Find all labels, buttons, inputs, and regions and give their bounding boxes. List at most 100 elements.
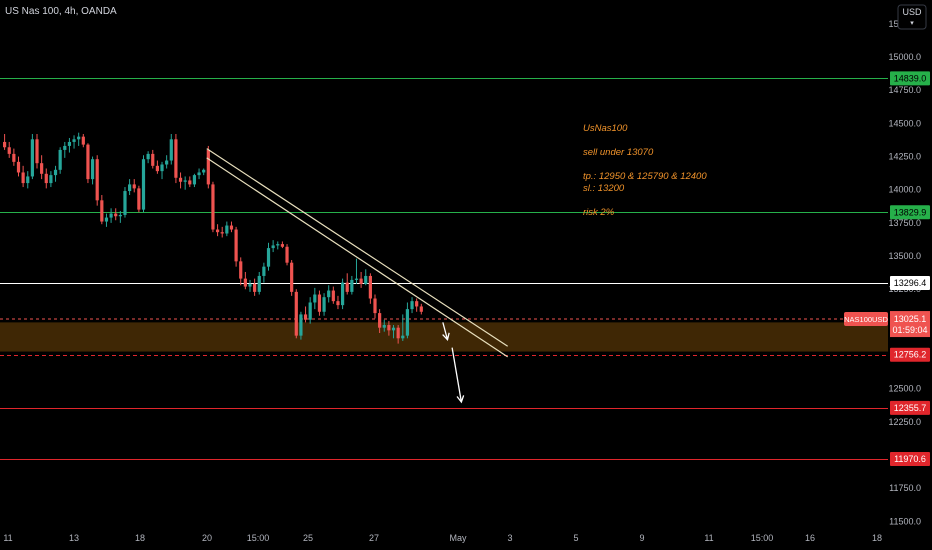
candle-body[interactable] (58, 149, 62, 170)
candle-body[interactable] (202, 169, 206, 173)
candle-body[interactable] (401, 335, 405, 339)
candle-body[interactable] (16, 161, 21, 173)
candle-body[interactable] (391, 327, 396, 331)
candle-body[interactable] (169, 139, 173, 161)
candle-body[interactable] (123, 191, 127, 215)
candle-body[interactable] (137, 188, 141, 210)
candle-body[interactable] (359, 278, 363, 284)
candle-body[interactable] (271, 245, 275, 249)
arrow-shaft[interactable] (442, 322, 449, 340)
candle-body[interactable] (234, 229, 238, 262)
candle-body[interactable] (290, 262, 294, 292)
candle-body[interactable] (165, 160, 169, 165)
candle-body[interactable] (86, 144, 90, 180)
candle-body[interactable] (12, 153, 16, 162)
candle-body[interactable] (415, 301, 419, 307)
candle-body[interactable] (53, 169, 58, 176)
candle-body[interactable] (378, 313, 382, 328)
candle-body[interactable] (419, 306, 423, 312)
candle-body[interactable] (405, 309, 410, 336)
candle-body[interactable] (220, 232, 224, 234)
candle-body[interactable] (183, 180, 187, 182)
candle-body[interactable] (364, 275, 368, 284)
candle-body[interactable] (174, 139, 178, 178)
candle-body[interactable] (368, 275, 372, 299)
candle-body[interactable] (141, 159, 146, 210)
candle-body[interactable] (44, 173, 48, 184)
candle-body[interactable] (160, 164, 164, 172)
candle-body[interactable] (188, 180, 192, 185)
candle-body[interactable] (100, 200, 104, 222)
candle-body[interactable] (410, 301, 414, 310)
candle-body[interactable] (81, 136, 85, 145)
candle-body[interactable] (40, 163, 44, 174)
candle-body[interactable] (317, 294, 322, 312)
candle-body[interactable] (146, 153, 150, 160)
candle-body[interactable] (192, 175, 197, 185)
candle-body[interactable] (266, 248, 271, 267)
candle-body[interactable] (155, 165, 159, 172)
candle-body[interactable] (26, 176, 30, 184)
candle-body[interactable] (327, 290, 331, 298)
candle-body[interactable] (239, 261, 243, 279)
price-badge-resistance[interactable]: 14839.0 (890, 71, 930, 86)
candle-body[interactable] (63, 145, 67, 150)
candle-body[interactable] (67, 141, 72, 146)
candle-body[interactable] (396, 327, 400, 339)
candle-body[interactable] (95, 159, 99, 201)
candle-body[interactable] (336, 301, 340, 306)
candle-body[interactable] (313, 294, 317, 303)
candle-body[interactable] (72, 139, 76, 142)
price-badge-support[interactable]: 11970.6 (890, 451, 930, 466)
candle-body[interactable] (30, 139, 34, 177)
candle-body[interactable] (257, 275, 261, 292)
candle-body[interactable] (340, 282, 345, 306)
candle-body[interactable] (3, 141, 7, 148)
candle-body[interactable] (215, 229, 220, 233)
candle-body[interactable] (90, 159, 95, 180)
candle-body[interactable] (350, 279, 354, 292)
candle-body[interactable] (114, 213, 118, 217)
candle-body[interactable] (77, 136, 81, 140)
candle-body[interactable] (253, 283, 257, 292)
candle-body[interactable] (211, 184, 215, 230)
candle-body[interactable] (354, 278, 359, 280)
candle-body[interactable] (299, 314, 303, 336)
trendline[interactable] (206, 157, 509, 358)
candle-body[interactable] (197, 172, 201, 176)
candle-body[interactable] (345, 282, 349, 292)
price-badge-support[interactable]: 12756.2 (890, 347, 930, 362)
candle-body[interactable] (322, 297, 326, 312)
candle-body[interactable] (35, 139, 39, 164)
candle-body[interactable] (109, 213, 113, 218)
candle-body[interactable] (248, 283, 252, 287)
candle-body[interactable] (206, 149, 210, 185)
candle-body[interactable] (118, 214, 122, 217)
candle-body[interactable] (21, 172, 25, 184)
candle-body[interactable] (294, 291, 298, 336)
price-badge-resistance[interactable]: 13829.9 (890, 205, 930, 220)
candle-body[interactable] (280, 244, 284, 247)
candle-body[interactable] (285, 246, 289, 263)
candle-body[interactable] (373, 298, 377, 314)
candle-body[interactable] (229, 225, 234, 230)
candle-body[interactable] (262, 266, 266, 276)
trendline[interactable] (206, 148, 508, 347)
candle-body[interactable] (132, 184, 136, 189)
candle-body[interactable] (303, 314, 308, 320)
candle-body[interactable] (308, 302, 312, 320)
candle-body[interactable] (151, 153, 155, 166)
candle-body[interactable] (243, 278, 247, 287)
candle-body[interactable] (225, 225, 229, 234)
candle-body[interactable] (382, 325, 386, 328)
current-price-badge[interactable]: NAS100USD 13025.101:59:04 (844, 311, 930, 338)
price-badge-pivot[interactable]: 13296.4 (890, 276, 930, 291)
candle-body[interactable] (387, 325, 391, 331)
candle-body[interactable] (178, 177, 183, 182)
price-badge-support[interactable]: 12355.7 (890, 400, 930, 415)
arrow-shaft[interactable] (451, 347, 463, 403)
candle-body[interactable] (104, 217, 109, 222)
candle-body[interactable] (276, 244, 280, 246)
currency-badge[interactable]: USD ▾ (897, 4, 927, 30)
